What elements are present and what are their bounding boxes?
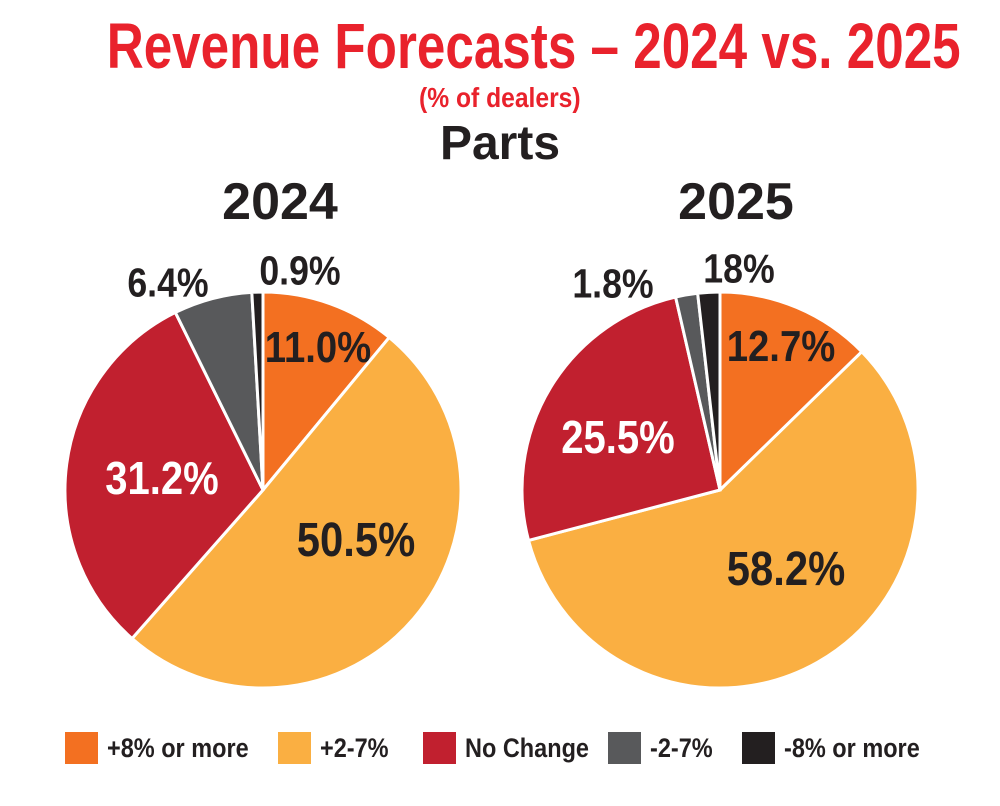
pie-2025-year-heading: 2025: [678, 173, 794, 231]
legend-label-neg2to7: -2-7%: [650, 732, 713, 763]
pie-2024-label-plus2to7: 50.5%: [296, 514, 416, 567]
legend-item-plus2to7: +2-7%: [278, 730, 399, 766]
pie-2025-label-plus2to7: 58.2%: [726, 543, 846, 596]
pie-slice-2024-No Change: [63, 310, 265, 641]
legend-label-neg8ormore: -8% or more: [784, 732, 920, 763]
pie-slice-2024-+8% or more: [261, 290, 392, 495]
legend-item-nochange: No Change: [423, 730, 608, 766]
pie-slice-2025-+8% or more: [718, 290, 864, 494]
pie-slice-2024-+2-7%: [129, 335, 463, 690]
section-title-parts: Parts: [439, 117, 561, 170]
pie-2024-label-nochange: 31.2%: [105, 452, 219, 504]
page-subtitle: (% of dealers): [0, 84, 1000, 112]
pie-2025-label-plus8ormore: 12.7%: [726, 322, 836, 371]
pie-2025-label-neg8ormore: 18%: [703, 245, 775, 292]
legend-swatch-plus2to7: [278, 732, 311, 764]
pie-2025-label-neg2to7: 1.8%: [572, 260, 654, 307]
legend-swatch-nochange: [423, 732, 456, 764]
pie-slice-2025--8% or more: [695, 290, 722, 491]
legend-swatch-plus8ormore: [65, 732, 98, 764]
legend-swatch-neg2to7: [608, 732, 641, 764]
pie-2024-label-neg2to7: 6.4%: [127, 259, 209, 306]
page-title: Revenue Forecasts – 2024 vs. 2025: [0, 14, 1000, 78]
legend-item-plus8ormore: +8% or more: [65, 730, 270, 766]
legend-label-plus8ormore: +8% or more: [107, 732, 249, 763]
pie-slice-2025-No Change: [520, 295, 722, 543]
pie-2024-label-plus8ormore: 11.0%: [264, 323, 372, 372]
pie-chart-2024: [63, 290, 463, 690]
page-subtitle-text: (% of dealers): [419, 82, 581, 113]
page-title-text: Revenue Forecasts – 2024 vs. 2025: [106, 10, 961, 82]
legend-label-plus2to7: +2-7%: [320, 732, 389, 763]
pie-2025-label-nochange: 25.5%: [561, 411, 675, 463]
legend-swatch-neg8ormore: [742, 732, 775, 764]
pie-2024-label-neg8ormore: 0.9%: [259, 247, 341, 294]
pie-slice-2025-+2-7%: [526, 349, 920, 690]
pie-2024-year-heading: 2024: [222, 173, 338, 231]
legend-item-neg2to7: -2-7%: [608, 730, 722, 766]
pie-slice-2024--8% or more: [250, 290, 265, 491]
pie-chart-2025: [520, 290, 920, 690]
legend-label-nochange: No Change: [465, 732, 589, 763]
legend-item-neg8ormore: -8% or more: [742, 730, 940, 766]
